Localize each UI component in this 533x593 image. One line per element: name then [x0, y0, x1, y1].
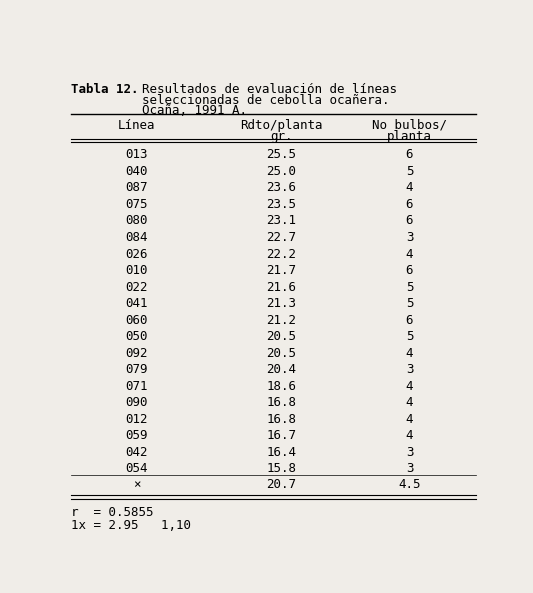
Text: Ocaña, 1991 A.: Ocaña, 1991 A.	[126, 104, 247, 117]
Text: 3: 3	[406, 463, 413, 476]
Text: 21.3: 21.3	[266, 297, 296, 310]
Text: 20.7: 20.7	[266, 478, 296, 491]
Text: 084: 084	[126, 231, 148, 244]
Text: 050: 050	[126, 330, 148, 343]
Text: 090: 090	[126, 396, 148, 409]
Text: 041: 041	[126, 297, 148, 310]
Text: 075: 075	[126, 198, 148, 211]
Text: 23.6: 23.6	[266, 181, 296, 195]
Text: r  = 0.5855: r = 0.5855	[71, 506, 154, 519]
Text: 1x = 2.95   1,10: 1x = 2.95 1,10	[71, 519, 191, 532]
Text: 20.4: 20.4	[266, 363, 296, 376]
Text: 16.8: 16.8	[266, 413, 296, 426]
Text: 3: 3	[406, 231, 413, 244]
Text: seleccionadas de cebolla ocañera.: seleccionadas de cebolla ocañera.	[126, 94, 389, 107]
Text: 4: 4	[406, 347, 413, 360]
Text: 022: 022	[126, 280, 148, 294]
Text: 4.5: 4.5	[398, 478, 421, 491]
Text: 15.8: 15.8	[266, 463, 296, 476]
Text: gr.: gr.	[270, 130, 293, 143]
Text: 4: 4	[406, 181, 413, 195]
Text: 4: 4	[406, 413, 413, 426]
Text: Tabla 12.: Tabla 12.	[71, 82, 138, 95]
Text: 059: 059	[126, 429, 148, 442]
Text: 5: 5	[406, 330, 413, 343]
Text: 23.1: 23.1	[266, 215, 296, 228]
Text: 3: 3	[406, 446, 413, 459]
Text: 21.7: 21.7	[266, 264, 296, 277]
Text: Línea: Línea	[118, 119, 156, 132]
Text: 4: 4	[406, 429, 413, 442]
Text: 012: 012	[126, 413, 148, 426]
Text: 5: 5	[406, 297, 413, 310]
Text: 20.5: 20.5	[266, 347, 296, 360]
Text: 5: 5	[406, 165, 413, 178]
Text: 22.2: 22.2	[266, 247, 296, 260]
Text: ×: ×	[133, 478, 141, 491]
Text: 079: 079	[126, 363, 148, 376]
Text: 087: 087	[126, 181, 148, 195]
Text: 22.7: 22.7	[266, 231, 296, 244]
Text: 16.7: 16.7	[266, 429, 296, 442]
Text: Rdto/planta: Rdto/planta	[240, 119, 322, 132]
Text: 21.2: 21.2	[266, 314, 296, 327]
Text: 054: 054	[126, 463, 148, 476]
Text: 25.5: 25.5	[266, 148, 296, 161]
Text: No bulbos/: No bulbos/	[372, 119, 447, 132]
Text: 18.6: 18.6	[266, 380, 296, 393]
Text: 5: 5	[406, 280, 413, 294]
Text: 071: 071	[126, 380, 148, 393]
Text: 21.6: 21.6	[266, 280, 296, 294]
Text: 4: 4	[406, 247, 413, 260]
Text: 23.5: 23.5	[266, 198, 296, 211]
Text: 060: 060	[126, 314, 148, 327]
Text: 013: 013	[126, 148, 148, 161]
Text: 4: 4	[406, 380, 413, 393]
Text: 6: 6	[406, 314, 413, 327]
Text: 6: 6	[406, 198, 413, 211]
Text: 16.8: 16.8	[266, 396, 296, 409]
Text: 25.0: 25.0	[266, 165, 296, 178]
Text: 026: 026	[126, 247, 148, 260]
Text: planta: planta	[387, 130, 432, 143]
Text: 040: 040	[126, 165, 148, 178]
Text: 010: 010	[126, 264, 148, 277]
Text: 6: 6	[406, 264, 413, 277]
Text: 20.5: 20.5	[266, 330, 296, 343]
Text: 080: 080	[126, 215, 148, 228]
Text: 6: 6	[406, 215, 413, 228]
Text: 042: 042	[126, 446, 148, 459]
Text: Resultados de evaluación de líneas: Resultados de evaluación de líneas	[126, 82, 397, 95]
Text: 6: 6	[406, 148, 413, 161]
Text: 4: 4	[406, 396, 413, 409]
Text: 16.4: 16.4	[266, 446, 296, 459]
Text: 3: 3	[406, 363, 413, 376]
Text: 092: 092	[126, 347, 148, 360]
